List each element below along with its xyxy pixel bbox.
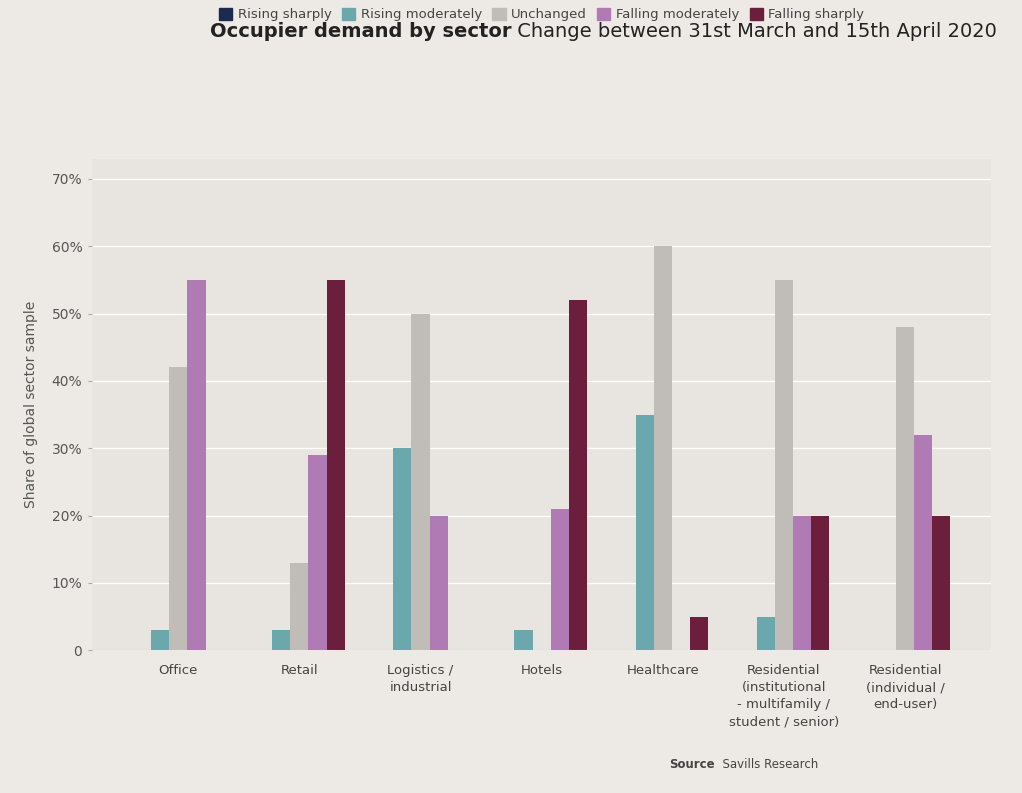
Bar: [551, 509, 569, 650]
Bar: [290, 563, 309, 650]
Bar: [793, 515, 811, 650]
Bar: [327, 280, 344, 650]
Bar: [690, 617, 708, 650]
Bar: [514, 630, 532, 650]
Bar: [569, 300, 587, 650]
Bar: [932, 515, 950, 650]
Legend: Rising sharply, Rising moderately, Unchanged, Falling moderately, Falling sharpl: Rising sharply, Rising moderately, Uncha…: [219, 8, 865, 21]
Bar: [896, 327, 914, 650]
Text: Savills Research: Savills Research: [715, 758, 819, 771]
Bar: [636, 415, 654, 650]
Bar: [151, 630, 170, 650]
Bar: [393, 448, 412, 650]
Bar: [170, 367, 187, 650]
Bar: [914, 435, 932, 650]
Bar: [654, 246, 671, 650]
Bar: [429, 515, 448, 650]
Bar: [309, 455, 327, 650]
Text: Change between 31st March and 15th April 2020: Change between 31st March and 15th April…: [511, 22, 996, 41]
Text: Source: Source: [669, 758, 715, 771]
Bar: [775, 280, 793, 650]
Bar: [272, 630, 290, 650]
Bar: [187, 280, 205, 650]
Text: Occupier demand by sector: Occupier demand by sector: [210, 22, 511, 41]
Bar: [811, 515, 829, 650]
Bar: [412, 313, 429, 650]
Bar: [756, 617, 775, 650]
Y-axis label: Share of global sector sample: Share of global sector sample: [24, 301, 38, 508]
